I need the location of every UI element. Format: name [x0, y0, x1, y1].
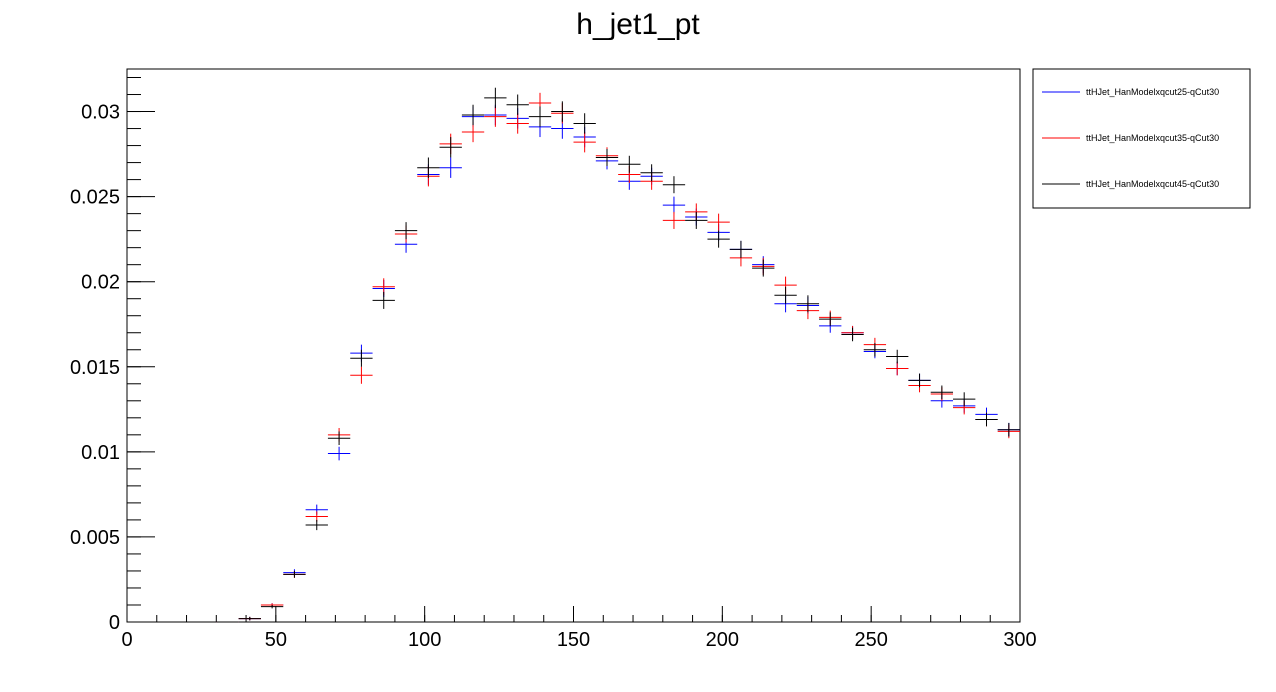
legend-entry-2: ttHJet_HanModelxqcut45-qCut30 — [1042, 179, 1219, 189]
data-point — [305, 519, 328, 531]
data-point — [350, 349, 373, 367]
data-point — [439, 157, 462, 178]
data-point — [394, 222, 418, 240]
data-point — [685, 211, 708, 229]
data-point — [283, 570, 306, 578]
data-point — [997, 422, 1020, 437]
data-point — [662, 211, 686, 229]
data-point — [729, 240, 753, 258]
data-point — [640, 164, 663, 182]
data-point — [528, 106, 552, 127]
data-point — [551, 101, 574, 122]
data-point — [908, 373, 931, 388]
data-point — [863, 342, 887, 357]
y-tick-label: 0.02 — [81, 272, 120, 294]
data-point — [707, 230, 730, 248]
data-point — [506, 113, 529, 134]
legend: ttHJet_HanModelxqcut25-qCut30 ttHJet_Han… — [1032, 68, 1251, 209]
x-axis: 0 50 100 150 200 250 300 — [121, 606, 1037, 651]
data-point — [238, 616, 261, 621]
data-point — [886, 349, 909, 364]
data-point — [439, 137, 462, 158]
data-point — [886, 361, 909, 376]
y-tick-label: 0 — [109, 612, 120, 634]
data-point — [350, 366, 373, 384]
legend-entry-1: ttHJet_HanModelxqcut35-qCut30 — [1042, 133, 1219, 143]
data-point — [662, 196, 686, 214]
y-tick-label: 0.01 — [81, 442, 120, 464]
x-tick-label: 250 — [854, 629, 887, 651]
data-point — [618, 155, 641, 173]
data-point — [953, 392, 976, 406]
chart-title: h_jet1_pt — [576, 8, 700, 41]
x-tick-label: 50 — [265, 629, 287, 651]
data-point — [752, 259, 775, 277]
y-tick-label: 0.025 — [70, 187, 120, 209]
data-point — [506, 94, 529, 115]
legend-label-2: ttHJet_HanModelxqcut45-qCut30 — [1086, 179, 1219, 189]
data-point — [417, 157, 440, 178]
data-point — [774, 286, 797, 304]
legend-label-1: ttHJet_HanModelxqcut35-qCut30 — [1086, 133, 1219, 143]
data-point — [975, 412, 998, 427]
plot-frame — [126, 68, 1021, 623]
legend-entry-0: ttHJet_HanModelxqcut25-qCut30 — [1042, 87, 1219, 97]
x-tick-label: 100 — [408, 629, 441, 651]
y-tick-label: 0.03 — [81, 102, 120, 124]
x-tick-label: 0 — [121, 629, 132, 651]
data-point — [484, 106, 507, 127]
data-point — [819, 312, 842, 326]
data-point — [461, 104, 485, 126]
series-2 — [216, 87, 1020, 623]
y-tick-label: 0.005 — [70, 527, 120, 549]
data-point — [573, 131, 596, 153]
x-tick-label: 150 — [557, 629, 590, 651]
data-point — [662, 176, 686, 194]
data-point — [484, 87, 507, 109]
data-point — [930, 385, 954, 400]
data-point — [327, 431, 351, 446]
data-point — [260, 604, 284, 609]
y-tick-label: 0.015 — [70, 357, 120, 379]
y-axis: 0 0.005 0.01 0.015 0.02 0.025 0.03 — [70, 77, 155, 634]
data-point — [595, 148, 619, 166]
data-point — [841, 327, 864, 342]
data-point — [327, 446, 351, 461]
data-point — [372, 291, 395, 309]
data-point — [707, 213, 730, 231]
x-tick-label: 200 — [706, 629, 739, 651]
x-tick-label: 300 — [1003, 629, 1036, 651]
series-1 — [216, 92, 1020, 623]
series-0 — [216, 104, 1020, 623]
data-series-layer — [216, 87, 1020, 623]
data-point — [796, 295, 820, 313]
data-point — [573, 113, 596, 134]
legend-label-0: ttHJet_HanModelxqcut25-qCut30 — [1086, 87, 1219, 97]
